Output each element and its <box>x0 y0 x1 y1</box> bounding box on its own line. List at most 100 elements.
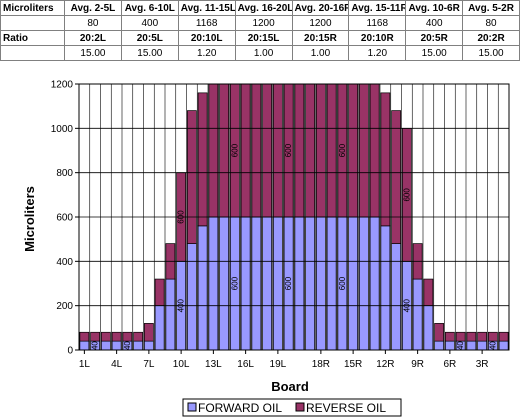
bar-forward-oil <box>477 340 487 351</box>
bar-reverse-oil <box>197 92 208 227</box>
bar-reverse-oil <box>434 323 444 342</box>
table-cell: 1.00 <box>234 45 293 61</box>
y-axis-title: Microliters <box>22 186 37 252</box>
bar-value-label: 600 <box>284 276 293 290</box>
bar-value-label: 400 <box>402 298 411 312</box>
bar-labels: 40 40 400 600 600 600 400 40 40 600 600 600 600 600 <box>91 143 498 350</box>
table-cell: 15.00 <box>64 45 122 61</box>
bar-reverse-oil <box>294 83 305 218</box>
x-axis: 1L 4L 7L 10L 13L 16L 19L 18R 15R 12R 9R 6R 3R <box>79 350 489 370</box>
bar-forward-oil <box>359 216 369 351</box>
ratio-header: 20:15L <box>234 30 293 46</box>
bar-forward-oil <box>197 225 208 351</box>
bar-value-label: 40 <box>123 341 132 350</box>
bar-reverse-oil <box>466 331 477 342</box>
table-cell: 1168 <box>177 15 236 31</box>
bar-reverse-oil <box>348 83 358 218</box>
bar-reverse-oil <box>187 110 197 244</box>
x-tick-label: 15R <box>344 359 362 370</box>
bar-reverse-oil <box>111 331 122 342</box>
microliters-row-label: Microliters <box>0 0 65 16</box>
bar-forward-oil <box>273 216 283 351</box>
bar-forward-oil <box>219 216 229 351</box>
y-tick-label: 800 <box>56 168 73 179</box>
legend-swatch-forward <box>187 402 197 412</box>
bar-forward-oil <box>423 305 434 351</box>
y-tick-label: 1200 <box>51 80 74 91</box>
table-cell <box>0 45 65 61</box>
bar-forward-oil <box>445 340 455 351</box>
x-tick-label: 6R <box>443 359 456 370</box>
bar-forward-oil <box>133 340 143 351</box>
bar-reverse-oil <box>498 331 509 342</box>
table-cell: 80 <box>64 15 122 31</box>
bar-reverse-oil <box>144 323 154 342</box>
table-cell: 1.20 <box>177 45 236 61</box>
x-tick-label: 13L <box>205 359 222 370</box>
header-row: Microliters Avg. 2-5L Avg. 6-10L Avg. 11… <box>0 0 520 16</box>
table-cell: 1200 <box>291 15 350 31</box>
table-cell: 400 <box>120 15 179 31</box>
bar-reverse-oil <box>423 278 434 307</box>
bar-value-label: 40 <box>456 341 465 350</box>
bar-reverse-oil <box>477 331 487 342</box>
x-tick-label: 1L <box>79 359 91 370</box>
bar-value-label: 600 <box>338 276 347 290</box>
bar-forward-oil <box>208 216 219 351</box>
bar-reverse-oil <box>326 83 337 218</box>
bar-forward-oil <box>262 216 272 351</box>
table-cell: 15.00 <box>462 45 520 61</box>
column-header: Avg. 16-20L <box>234 0 293 16</box>
bar-value-label: 600 <box>338 143 347 157</box>
ratio-values-row: 15.00 15.00 1.20 1.00 1.00 1.20 15.00 15… <box>0 45 520 61</box>
bar-reverse-oil <box>391 110 401 244</box>
bar-reverse-oil <box>359 83 369 218</box>
bar-reverse-oil <box>380 92 391 227</box>
ratio-header: 20:10R <box>348 30 407 46</box>
bar-forward-oil <box>434 340 444 351</box>
stacked-bar-chart: 40 40 400 600 600 600 400 40 40 600 600 600 600 600 0… <box>22 80 510 417</box>
bar-reverse-oil <box>133 331 143 342</box>
ratio-header: 20:5L <box>120 30 179 46</box>
bar-forward-oil <box>187 243 197 351</box>
x-tick-label: 7L <box>143 359 155 370</box>
bar-forward-oil <box>165 278 176 351</box>
bar-forward-oil <box>111 340 122 351</box>
column-header: Avg. 15-11R <box>348 0 407 16</box>
bar-value-label: 600 <box>402 188 411 202</box>
column-header: Avg. 10-6R <box>405 0 464 16</box>
x-tick-label: 16L <box>237 359 254 370</box>
ratio-header: 20:2L <box>64 30 122 46</box>
bar-forward-oil <box>154 305 165 351</box>
summary-table: Microliters Avg. 2-5L Avg. 6-10L Avg. 11… <box>0 0 520 61</box>
bar-reverse-oil <box>305 83 315 218</box>
bar-forward-oil <box>101 340 111 351</box>
column-header: Avg. 20-16R <box>291 0 350 16</box>
column-header: Avg. 11-15L <box>177 0 236 16</box>
bar-reverse-oil <box>273 83 283 218</box>
legend-swatch-reverse <box>295 402 305 412</box>
bar-forward-oil <box>294 216 305 351</box>
y-tick-label: 0 <box>67 346 73 357</box>
bar-reverse-oil <box>101 331 111 342</box>
y-axis: 0 200 400 600 800 1000 1200 <box>51 80 79 357</box>
bar-reverse-oil <box>316 83 326 218</box>
table-cell: 80 <box>462 15 520 31</box>
y-tick-label: 200 <box>56 301 73 312</box>
ratio-row: Ratio 20:2L 20:5L 20:10L 20:15L 20:15R 2… <box>0 30 520 46</box>
x-tick-label: 19L <box>270 359 287 370</box>
bar-value-label: 400 <box>177 298 186 312</box>
bar-reverse-oil <box>240 83 251 218</box>
bar-value-label: 600 <box>230 143 239 157</box>
legend-label-reverse: REVERSE OIL <box>306 401 386 415</box>
table-cell: 15.00 <box>120 45 179 61</box>
bar-forward-oil <box>326 216 337 351</box>
bar-forward-oil <box>466 340 477 351</box>
table-cell: 400 <box>405 15 464 31</box>
column-header: Avg. 6-10L <box>120 0 179 16</box>
ratio-header: 20:10L <box>177 30 236 46</box>
x-tick-label: 10L <box>173 359 190 370</box>
table-cell <box>0 15 65 31</box>
bar-forward-oil <box>348 216 358 351</box>
legend-label-forward: FORWARD OIL <box>198 401 282 415</box>
